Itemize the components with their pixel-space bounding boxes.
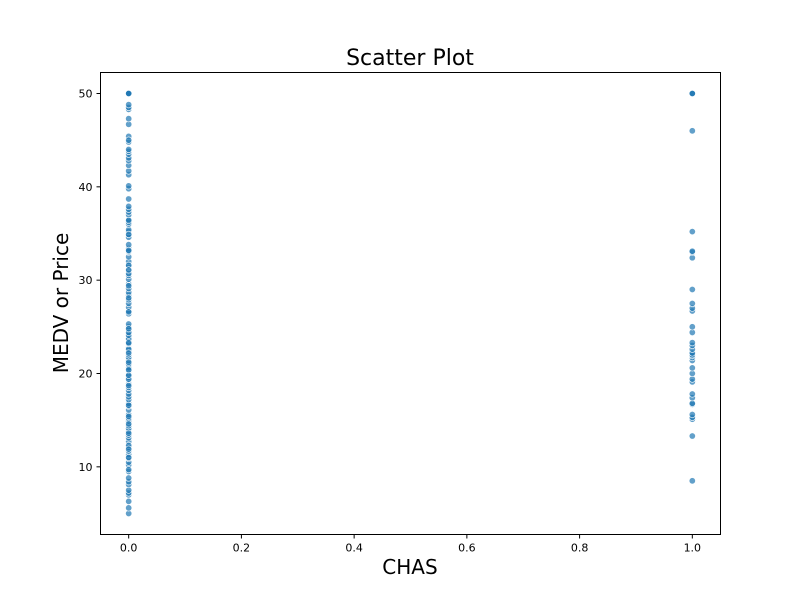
scatter-point [125,429,133,437]
scatter-point [688,299,696,307]
scatter-point [125,294,133,302]
x-tick-label: 0.2 [233,542,251,555]
x-tick-label: 0.0 [120,542,138,555]
scatter-point [125,282,133,290]
y-tick-label: 10 [79,461,93,474]
scatter-point [125,420,133,428]
scatter-point [125,90,133,98]
scatter-point [125,325,133,333]
scatter-point [688,247,696,255]
scatter-point [125,202,133,210]
scatter-point [688,90,696,98]
x-tick-label: 0.6 [458,542,476,555]
y-tick-label: 40 [79,181,93,194]
scatter-point [688,127,696,135]
scatter-point [125,366,133,374]
scatter-point [125,466,133,474]
data-points [125,90,696,517]
scatter-point [125,358,133,366]
x-tick-label: 0.4 [345,542,363,555]
scatter-point [125,308,133,316]
scatter-point [125,504,133,512]
scatter-point [125,339,133,347]
chart-title: Scatter Plot [346,46,474,71]
scatter-point [688,411,696,419]
scatter-point [688,390,696,398]
scatter-point [125,230,133,238]
y-tick-label: 50 [79,88,93,101]
scatter-point [125,115,133,123]
scatter-point [125,497,133,505]
scatter-point [125,146,133,154]
scatter-point [125,349,133,357]
scatter-point [125,101,133,109]
scatter-point [688,432,696,440]
scatter-point [688,364,696,372]
scatter-point [125,182,133,190]
scatter-point [688,285,696,293]
y-tick-label: 20 [79,368,93,381]
scatter-point [125,195,133,203]
scatter-point [688,339,696,347]
scatter-point [125,136,133,144]
scatter-point [125,266,133,274]
scatter-point [688,323,696,331]
scatter-point [125,401,133,409]
scatter-point [125,474,133,482]
y-axis: 10 20 30 40 50 [79,88,101,474]
scatter-point [688,477,696,485]
scatter-point [125,246,133,254]
x-axis-label: CHAS [382,555,437,579]
scatter-point [125,412,133,420]
scatter-point [125,382,133,390]
y-axis-label: MEDV or Price [49,233,73,374]
x-axis: 0.0 0.2 0.4 0.6 0.8 1.0 [120,534,702,555]
scatter-point [125,453,133,461]
scatter-point [125,445,133,453]
y-tick-label: 30 [79,274,93,287]
x-tick-label: 1.0 [684,542,702,555]
scatter-point [125,216,133,224]
plot-frame [100,72,721,535]
x-tick-label: 0.8 [571,542,589,555]
scatter-point [688,228,696,236]
